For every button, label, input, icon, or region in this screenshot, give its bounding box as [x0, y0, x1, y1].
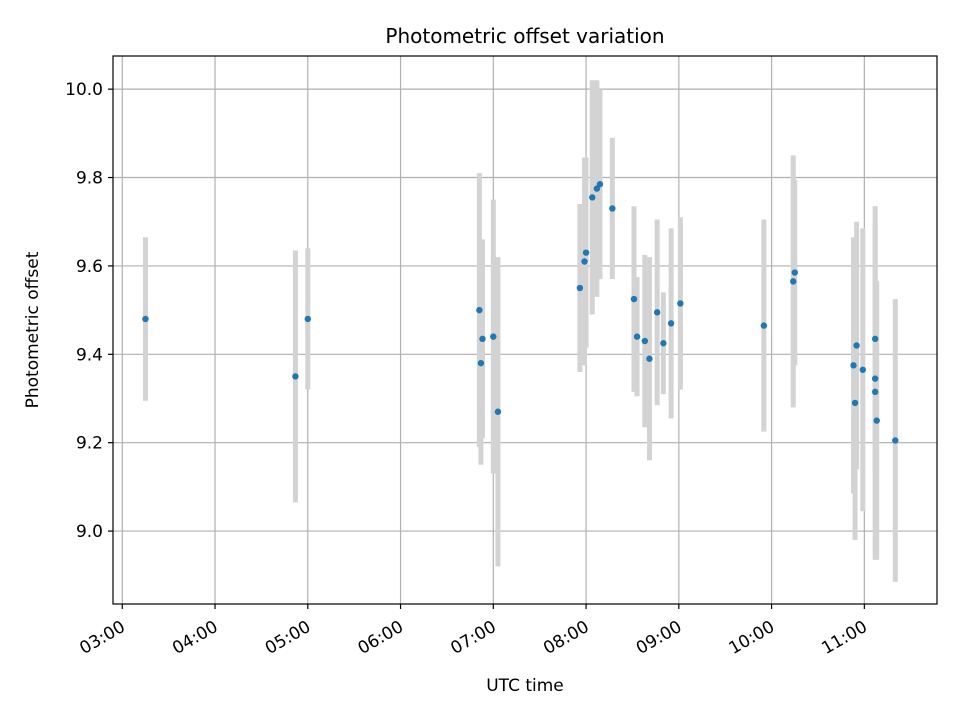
data-point — [791, 269, 798, 276]
data-point — [790, 278, 797, 285]
data-point — [582, 249, 590, 256]
x-axis-label: UTC time — [486, 676, 564, 696]
plot-frame — [112, 55, 938, 605]
y-tick-label: 9.2 — [76, 434, 103, 454]
data-point — [760, 322, 768, 329]
data-point — [892, 437, 899, 444]
data-point — [142, 315, 149, 323]
data-point — [851, 399, 859, 407]
data-point — [494, 408, 502, 415]
data-point — [304, 315, 311, 323]
data-point — [859, 366, 866, 373]
data-point — [871, 375, 879, 382]
data-point — [873, 417, 880, 424]
point-layer — [142, 180, 899, 444]
plot-background — [113, 56, 937, 604]
y-axis-label: Photometric offset — [23, 251, 43, 408]
grid-layer — [113, 56, 937, 604]
data-point — [630, 295, 638, 303]
data-point — [596, 180, 604, 188]
data-point — [589, 194, 596, 201]
data-point — [850, 362, 857, 369]
data-point — [576, 284, 584, 292]
data-point — [477, 359, 485, 367]
data-point — [871, 388, 879, 396]
data-point — [641, 337, 649, 345]
y-tick-label: 9.0 — [76, 522, 103, 542]
data-point — [853, 342, 860, 349]
data-point — [667, 320, 675, 327]
data-point — [660, 340, 667, 347]
y-tick-label: 9.8 — [76, 169, 103, 189]
data-point — [581, 258, 588, 265]
data-point — [292, 373, 299, 380]
data-point — [609, 205, 616, 212]
data-point — [490, 333, 497, 340]
y-tick-label: 10.0 — [65, 80, 103, 100]
data-point — [653, 309, 661, 316]
data-point — [633, 333, 641, 340]
data-point — [476, 306, 483, 314]
y-tick-label: 9.6 — [76, 257, 103, 277]
data-point — [646, 355, 653, 362]
data-point — [479, 335, 486, 343]
data-point — [871, 335, 879, 343]
y-tick-label: 9.4 — [76, 345, 103, 365]
chart-title: Photometric offset variation — [385, 24, 664, 48]
data-point — [677, 300, 684, 307]
